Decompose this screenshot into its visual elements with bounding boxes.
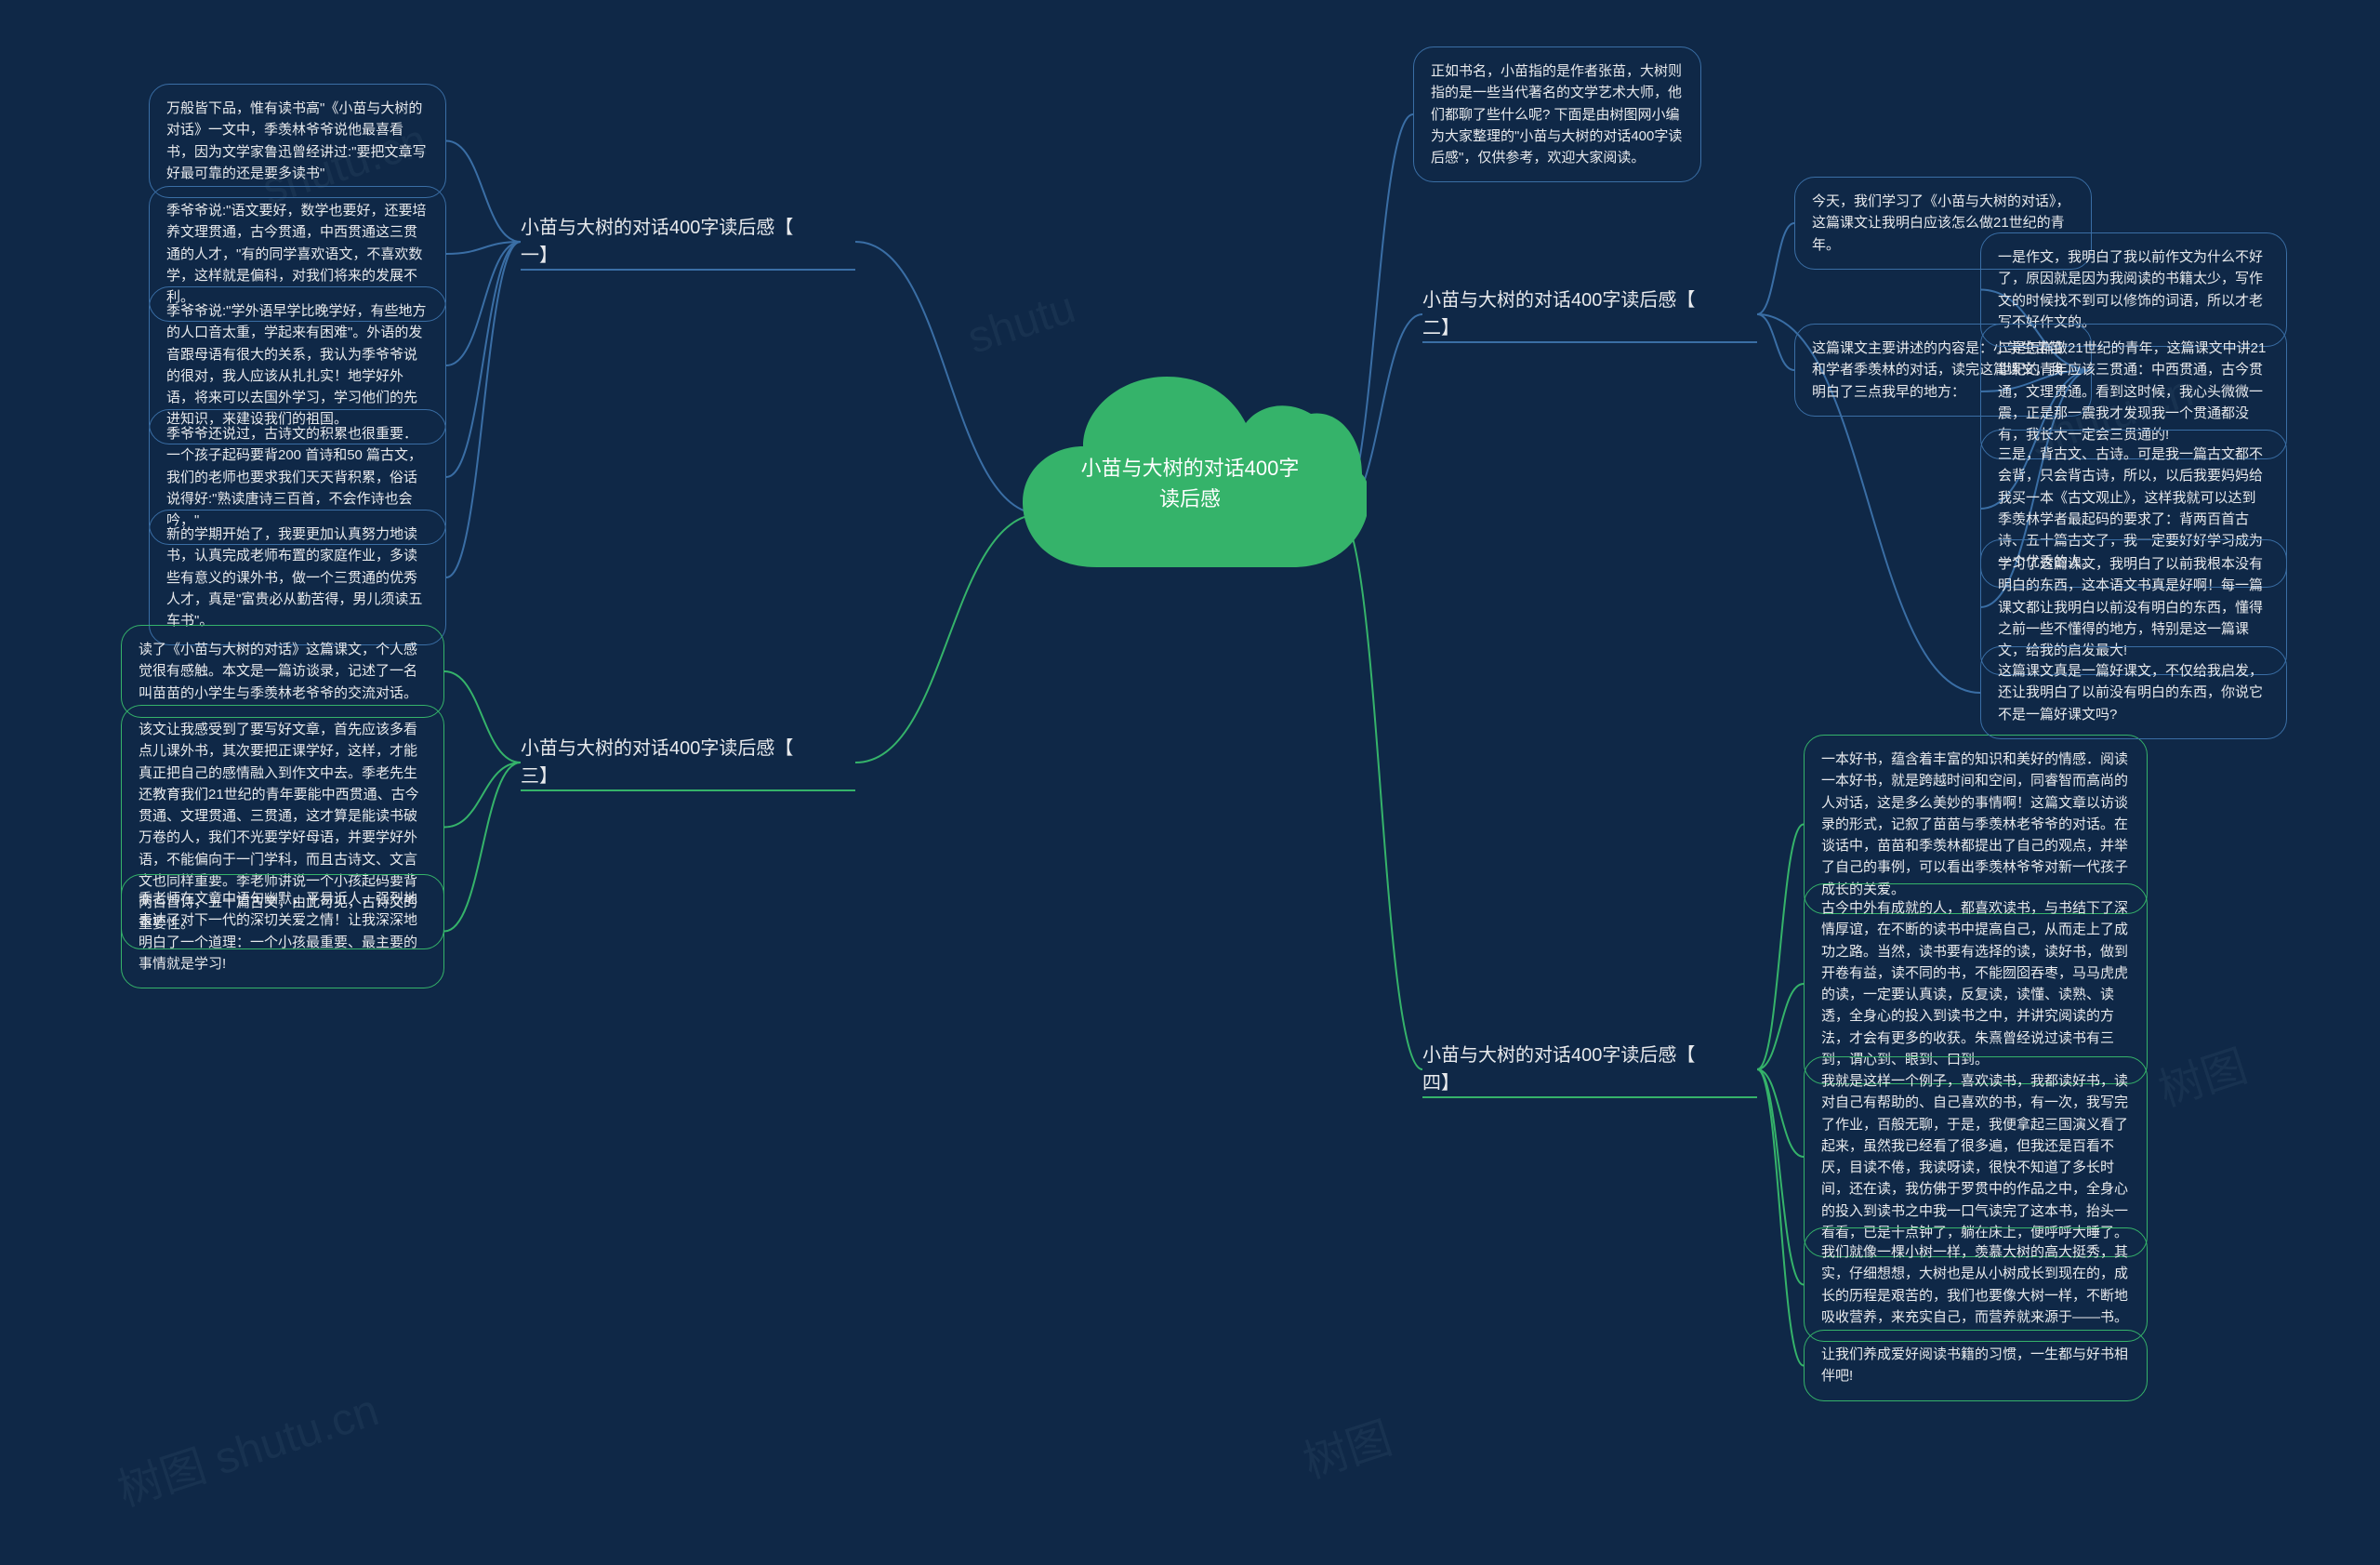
leaf-node[interactable]: 读了《小苗与大树的对话》这篇课文，个人感觉很有感触。本文是一篇访谈录，记述了一名… <box>121 625 444 718</box>
center-title: 小苗与大树的对话400字 读后感 <box>1081 416 1300 514</box>
leaf-node[interactable]: 古今中外有成就的人，都喜欢读书，与书结下了深情厚谊，在不断的读书中提高自己，从而… <box>1804 883 2148 1084</box>
center-node[interactable]: 小苗与大树的对话400字 读后感 <box>1013 353 1367 577</box>
watermark: 树图 <box>1294 1401 1399 1491</box>
leaf-node[interactable]: 这篇课文真是一篇好课文，不仅给我启发，还让我明白了以前没有明白的东西，你说它不是… <box>1980 646 2287 739</box>
branch-label[interactable]: 小苗与大树的对话400字读后感【 一】 <box>521 214 855 270</box>
leaf-node[interactable]: 季老师在文章中语句幽默，平易近人，强烈地表达了对下一代的深切关爱之情！让我深深地… <box>121 874 444 988</box>
leaf-node[interactable]: 让我们养成爱好阅读书籍的习惯，一生都与好书相伴吧! <box>1804 1330 2148 1401</box>
watermark: 树图 <box>2149 1029 2254 1119</box>
branch-label[interactable]: 小苗与大树的对话400字读后感【 四】 <box>1422 1041 1757 1097</box>
watermark: 树图 shutu.cn <box>108 1373 385 1519</box>
branch-label[interactable]: 小苗与大树的对话400字读后感【 二】 <box>1422 286 1757 342</box>
branch-label[interactable]: 小苗与大树的对话400字读后感【 三】 <box>521 735 855 790</box>
leaf-node[interactable]: 正如书名，小苗指的是作者张苗，大树则指的是一些当代著名的文学艺术大师，他们都聊了… <box>1413 46 1701 182</box>
mindmap-canvas: shutu.cn树图 shutu.cnshutu树图shutu.cn树图小苗与大… <box>0 0 2380 1565</box>
watermark: shutu <box>961 282 1081 365</box>
leaf-node[interactable]: 万般皆下品，惟有读书高"《小苗与大树的对话》一文中，季羡林爷爷说他最喜看书，因为… <box>149 84 446 198</box>
leaf-node[interactable]: 我们就像一棵小树一样，羡慕大树的高大挺秀，其实，仔细想想，大树也是从小树成长到现… <box>1804 1227 2148 1342</box>
